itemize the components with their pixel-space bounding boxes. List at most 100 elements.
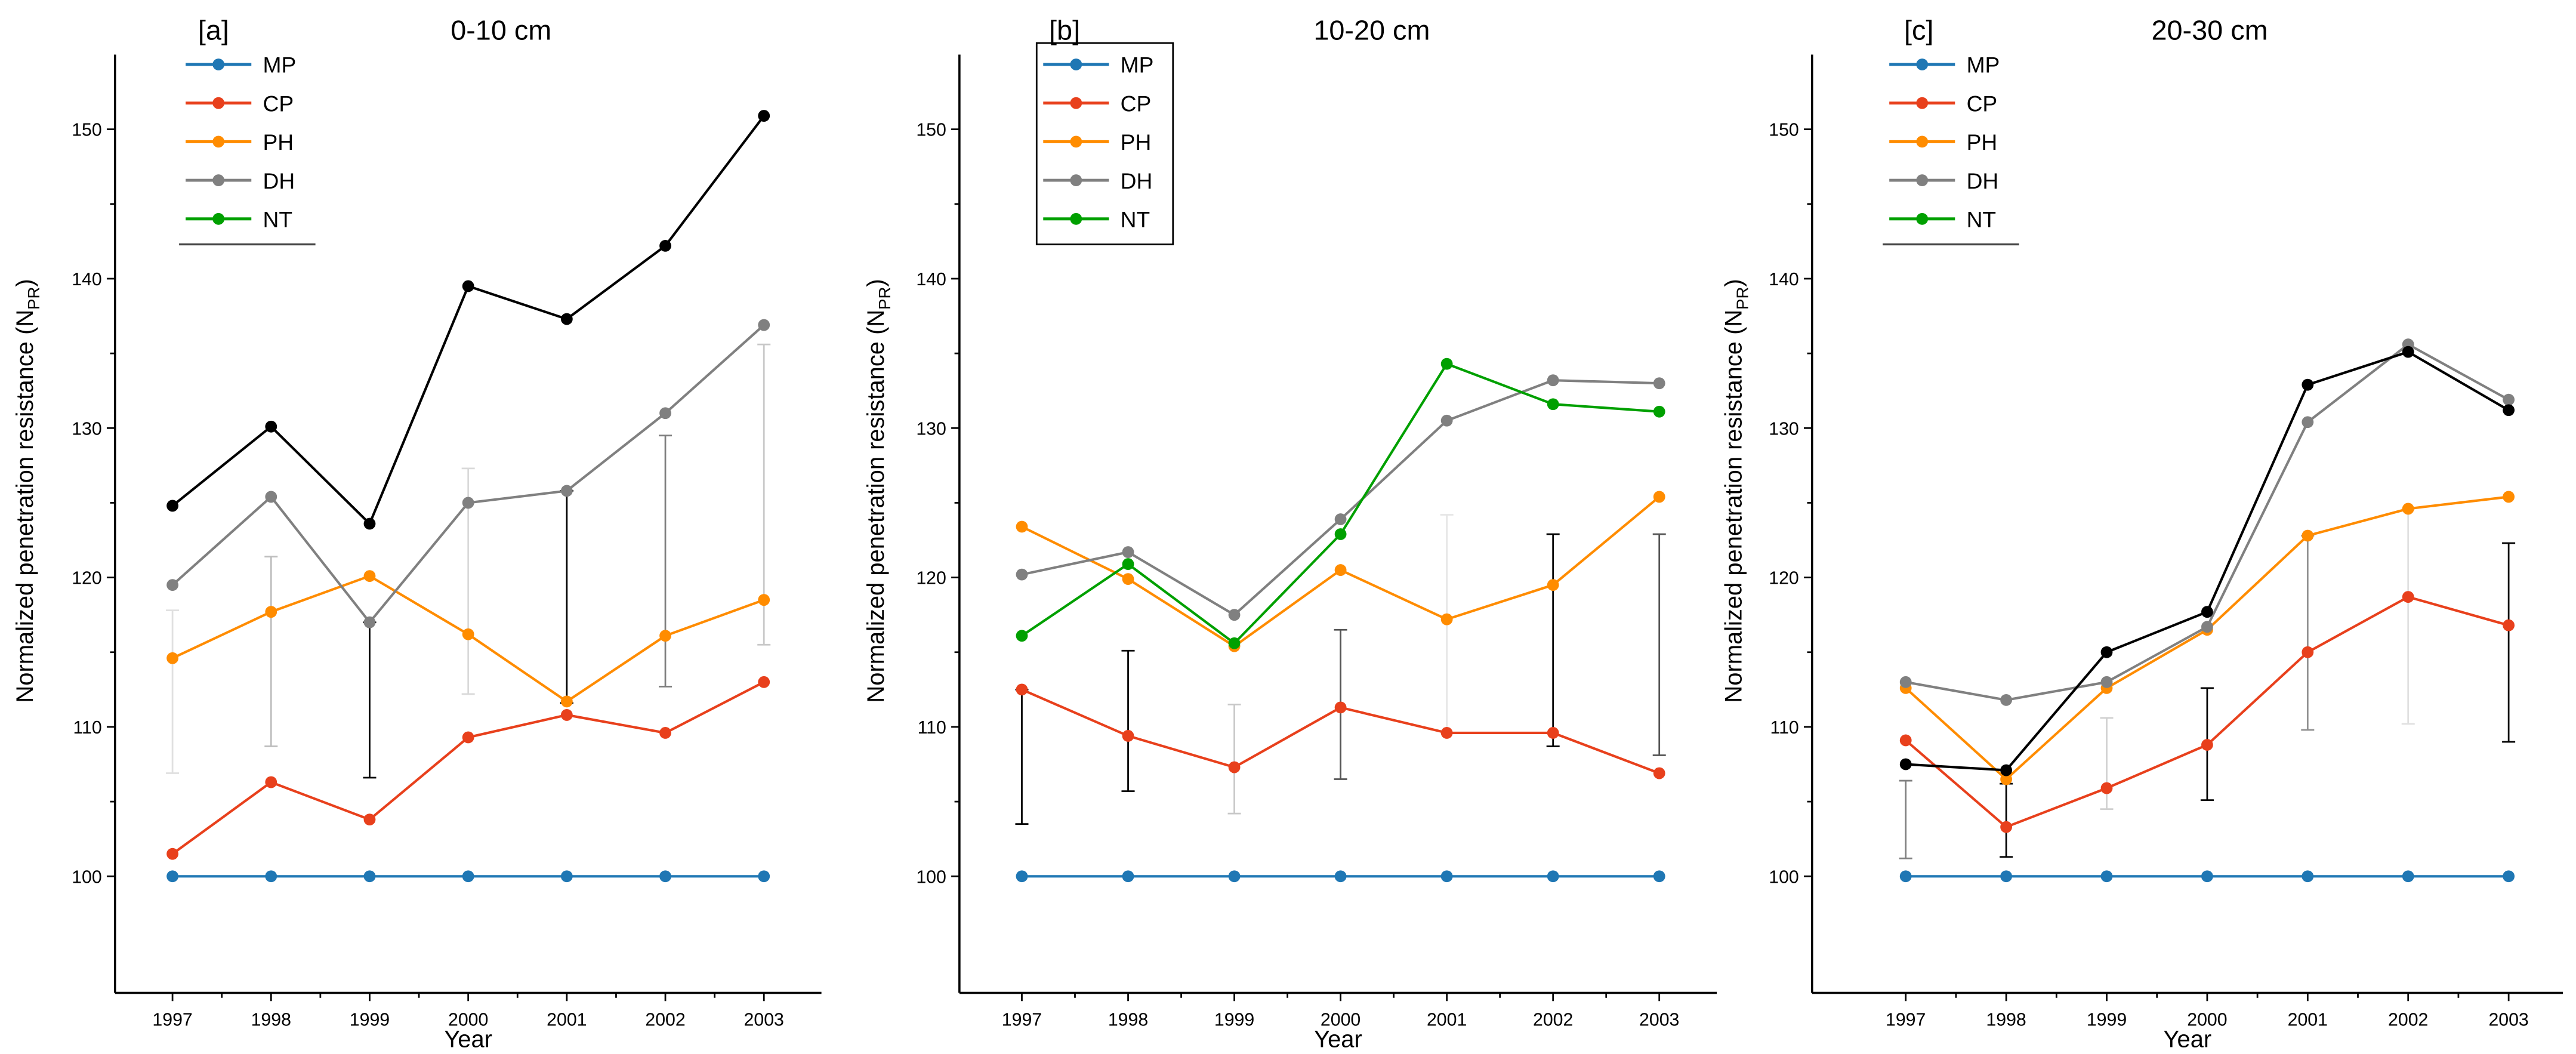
data-point-dh (2100, 676, 2113, 688)
data-point-dh (166, 579, 178, 591)
data-point-ph (1122, 573, 1134, 585)
data-point-mp (166, 870, 178, 883)
y-tick-label: 120 (916, 569, 946, 588)
y-tick-label: 100 (72, 867, 102, 887)
data-point-dh (265, 491, 277, 503)
x-tick-label: 1998 (1986, 1010, 2026, 1030)
x-tick-label: 2000 (2187, 1010, 2227, 1030)
legend-label: MP (263, 53, 297, 78)
legend-item-cp: CP (186, 91, 294, 116)
data-point-cp (2000, 821, 2013, 833)
legend-label: NT (1967, 207, 1997, 232)
legend-item-ph: PH (186, 130, 294, 155)
x-tick-label: 1999 (2087, 1010, 2127, 1030)
legend-label: PH (1121, 130, 1152, 155)
series-mp (166, 870, 770, 883)
data-point-mp (1653, 870, 1665, 883)
series-mp (1899, 870, 2515, 883)
legend-item-nt: NT (1043, 207, 1150, 232)
x-tick-label: 2002 (645, 1010, 685, 1030)
error-bar (1121, 649, 1135, 792)
y-axis-label: Normalized penetration resistance (NPR) (863, 279, 894, 702)
y-tick-label: 100 (1769, 867, 1799, 887)
error-bar (1227, 704, 1241, 815)
series-line-dh (1905, 343, 2510, 701)
legend-label: MP (1121, 53, 1154, 78)
x-tick-label: 2003 (744, 1010, 784, 1030)
legend-label: PH (1967, 130, 1998, 155)
data-point-cp (2201, 739, 2213, 751)
data-point-cp (2402, 591, 2414, 603)
data-point-ph (363, 570, 376, 583)
data-point-cp (265, 776, 277, 788)
data-point-mp (2302, 870, 2314, 883)
x-tick-label: 2001 (1427, 1010, 1467, 1030)
data-point-ph (1334, 564, 1347, 577)
legend-item-dh: DH (1889, 168, 1998, 193)
y-axis-label-close: ) (1720, 279, 1747, 286)
panel-label: [b] (1049, 15, 1080, 46)
y-tick-label: 140 (1769, 270, 1799, 289)
x-tick-label: 1999 (1214, 1010, 1254, 1030)
y-axis-label-main: Normalized penetration resistance (N (1720, 310, 1747, 703)
panel-title: 20-30 cm (2151, 15, 2268, 46)
data-point-nt (1653, 405, 1665, 418)
data-point-nt (1016, 630, 1028, 642)
legend-item-dh: DH (186, 168, 295, 193)
data-point-mp (659, 870, 671, 883)
y-tick-label: 110 (73, 718, 101, 738)
legend-marker-icon (1916, 97, 1929, 109)
y-tick-label: 130 (1769, 419, 1799, 439)
legend-label: DH (1121, 168, 1153, 193)
legend-label: CP (1121, 91, 1152, 116)
y-tick-label: 120 (72, 569, 102, 588)
legend-item-mp: MP (1889, 53, 2000, 78)
y-tick-label: 110 (918, 718, 946, 738)
data-point-nt (1122, 558, 1134, 570)
data-point-mp (2503, 870, 2515, 883)
legend-marker-icon (212, 212, 225, 225)
y-tick-label: 140 (72, 270, 102, 289)
data-point-mp (1440, 870, 1453, 883)
legend-item-cp: CP (1043, 91, 1151, 116)
data-point-nt (1547, 398, 1559, 411)
data-point-cp (1016, 683, 1028, 696)
error-bar (2100, 717, 2114, 810)
error-bar (659, 434, 672, 688)
x-axis-label: Year (2164, 1026, 2212, 1052)
legend-label: DH (263, 168, 295, 193)
legend-label: PH (263, 130, 294, 155)
y-axis-label: Normalized penetration resistance (NPR) (12, 279, 43, 702)
panel-label: [a] (198, 15, 229, 46)
data-point-dh (1228, 609, 1241, 621)
legend-marker-icon (1916, 212, 1929, 225)
data-point-ph (2402, 503, 2414, 515)
y-axis-label-close: ) (863, 279, 889, 286)
legend: MP CP PH DH NT (179, 53, 316, 246)
legend-label: NT (263, 207, 293, 232)
legend-marker-icon (1916, 135, 1929, 148)
series-nt (1016, 358, 1665, 649)
series-cp (1899, 591, 2515, 833)
data-point-cp (1334, 701, 1347, 714)
x-tick-label: 2003 (2488, 1010, 2528, 1030)
data-point-cp (1653, 767, 1665, 779)
y-axis-label-main: Normalized penetration resistance (N (12, 310, 38, 703)
x-tick-label: 2001 (547, 1010, 587, 1030)
data-point-ph (1440, 613, 1453, 625)
data-point-cp (1547, 727, 1559, 739)
legend-label: NT (1121, 207, 1150, 232)
legend-frame (1035, 42, 1174, 245)
series-nt (1899, 346, 2515, 776)
series-line-nt (1021, 362, 1659, 645)
data-point-ph (265, 606, 277, 618)
error-bar (1015, 688, 1029, 825)
y-tick-label: 150 (1769, 121, 1799, 140)
data-point-dh (1899, 676, 1912, 688)
error-bar (2301, 535, 2315, 731)
data-point-ph (1016, 520, 1028, 533)
data-point-dh (560, 485, 573, 497)
y-tick-label: 120 (1769, 569, 1799, 588)
data-point-nt (2201, 606, 2213, 618)
data-point-mp (758, 870, 770, 883)
